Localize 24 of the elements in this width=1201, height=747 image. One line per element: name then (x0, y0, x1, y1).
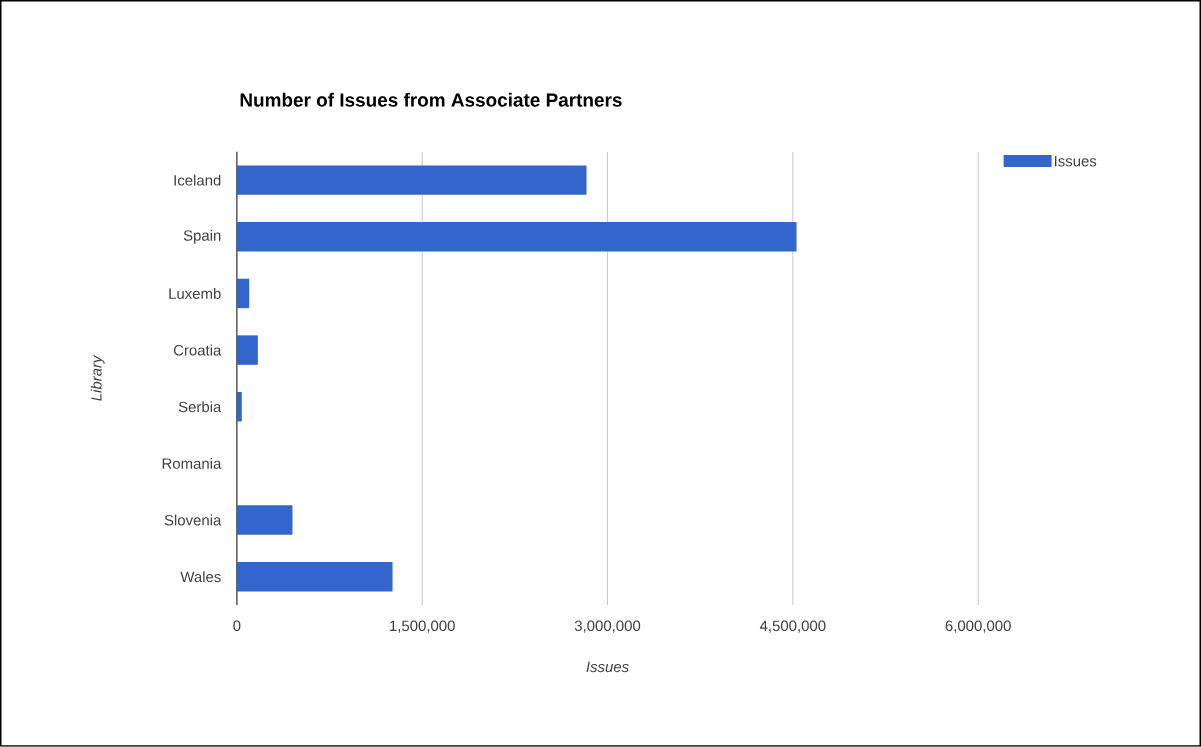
chart-title: Number of Issues from Associate Partners (240, 92, 622, 107)
y-tick-label: Serbia (178, 401, 222, 413)
bar (236, 222, 797, 252)
bar (236, 165, 587, 195)
bar (236, 392, 242, 422)
y-tick-label: Wales (180, 571, 221, 583)
bar (236, 335, 258, 365)
y-tick-label: Iceland (174, 174, 221, 186)
y-tick-label: Romania (162, 457, 222, 469)
x-tick-label: 3,000,000 (574, 620, 641, 633)
y-tick-label: Spain (183, 229, 221, 244)
x-tick-label: 0 (233, 620, 241, 632)
bar (236, 562, 393, 592)
x-tick-label: 6,000,000 (945, 620, 1011, 633)
y-tick-label: Slovenia (164, 514, 222, 526)
y-tick-label: Croatia (173, 344, 222, 356)
bar (236, 278, 250, 309)
bar (236, 505, 293, 535)
legend-label: Issues (1054, 156, 1097, 167)
y-axis-title: Library (90, 354, 105, 401)
y-tick-label: Luxemb (169, 288, 221, 300)
x-tick-label: 4,500,000 (759, 620, 826, 633)
x-tick-label: 1,500,000 (390, 620, 455, 633)
x-axis-title: Issues (586, 661, 629, 673)
